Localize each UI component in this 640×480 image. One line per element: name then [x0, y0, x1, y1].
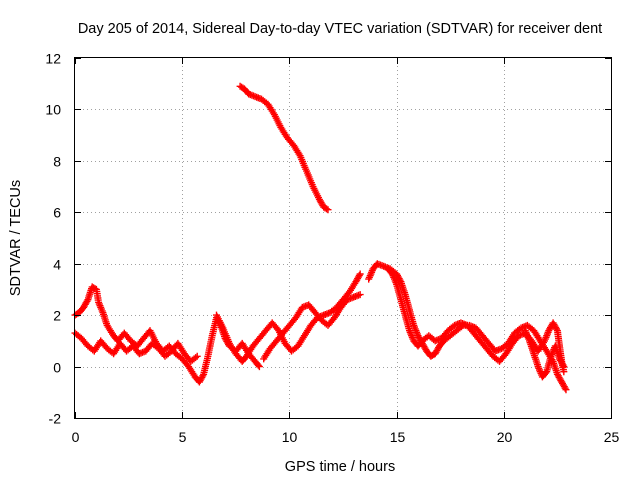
data-point: [246, 91, 254, 99]
data-point: [553, 325, 560, 333]
y-tick-label: 4: [53, 257, 61, 273]
series-track-b: [71, 283, 263, 386]
series-track-e: [236, 82, 332, 214]
plot-frame: [74, 57, 612, 419]
chart-title: Day 205 of 2014, Sidereal Day-to-day VTE…: [78, 21, 602, 37]
data-point: [355, 272, 363, 279]
x-tick-label: 15: [390, 429, 406, 445]
axis-ticks: 0 5 10 15 20 25 -2 0 2 4 6 8 10 12: [45, 51, 619, 446]
data-point: [83, 297, 91, 305]
data-point: [255, 363, 263, 371]
data-point: [199, 372, 207, 380]
y-tick-label: 8: [53, 154, 61, 170]
data-point: [323, 205, 331, 213]
data-point: [192, 354, 200, 362]
data-point: [324, 206, 332, 214]
data-point: [559, 361, 567, 369]
data-point: [542, 369, 550, 377]
data-point: [356, 270, 364, 278]
series-track-c: [213, 270, 364, 365]
y-tick-label: 2: [53, 308, 61, 324]
y-tick-label: 12: [45, 51, 61, 67]
series-track-h: [521, 327, 568, 381]
y-tick-label: 6: [53, 205, 61, 221]
data-point: [562, 386, 570, 394]
x-tick-label: 0: [72, 429, 80, 445]
data-point: [356, 291, 364, 299]
x-tick-label: 25: [604, 429, 620, 445]
data-point: [561, 384, 569, 392]
x-axis-label: GPS time / hours: [285, 459, 395, 475]
data-point: [254, 361, 262, 369]
data-point: [560, 363, 568, 371]
x-tick-label: 10: [282, 429, 298, 445]
y-tick-label: -2: [49, 411, 62, 427]
y-axis-label: SDTVAR / TECUs: [8, 180, 24, 296]
data-point: [253, 93, 261, 101]
gridlines: [75, 58, 611, 418]
x-tick-label: 20: [497, 429, 513, 445]
x-tick-label: 5: [179, 429, 187, 445]
y-tick-label: 10: [45, 102, 61, 118]
data-point: [193, 352, 201, 360]
data-series-layer: [71, 82, 570, 394]
series-track-d: [260, 291, 364, 363]
y-tick-label: 0: [53, 360, 61, 376]
